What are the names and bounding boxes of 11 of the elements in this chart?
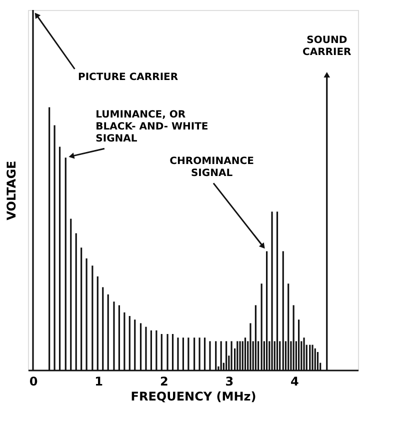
x-axis-title: FREQUENCY (MHz) (130, 390, 256, 404)
x-tick-label: 2 (160, 374, 168, 388)
x-tick-label: 1 (94, 374, 103, 388)
annotation: LUMINANCE, OR BLACK- AND- WHITE SIGNAL (96, 110, 208, 145)
annotation: CHROMINANCE SIGNAL (170, 156, 254, 180)
annotation: PICTURE CARRIER (78, 72, 178, 83)
x-tick-label: 4 (290, 374, 299, 388)
x-tick-label: 3 (225, 374, 234, 388)
annotation: SOUND CARRIER (302, 34, 352, 58)
x-tick-label: 0 (29, 374, 38, 388)
y-axis-title: VOLTAGE (4, 160, 18, 220)
